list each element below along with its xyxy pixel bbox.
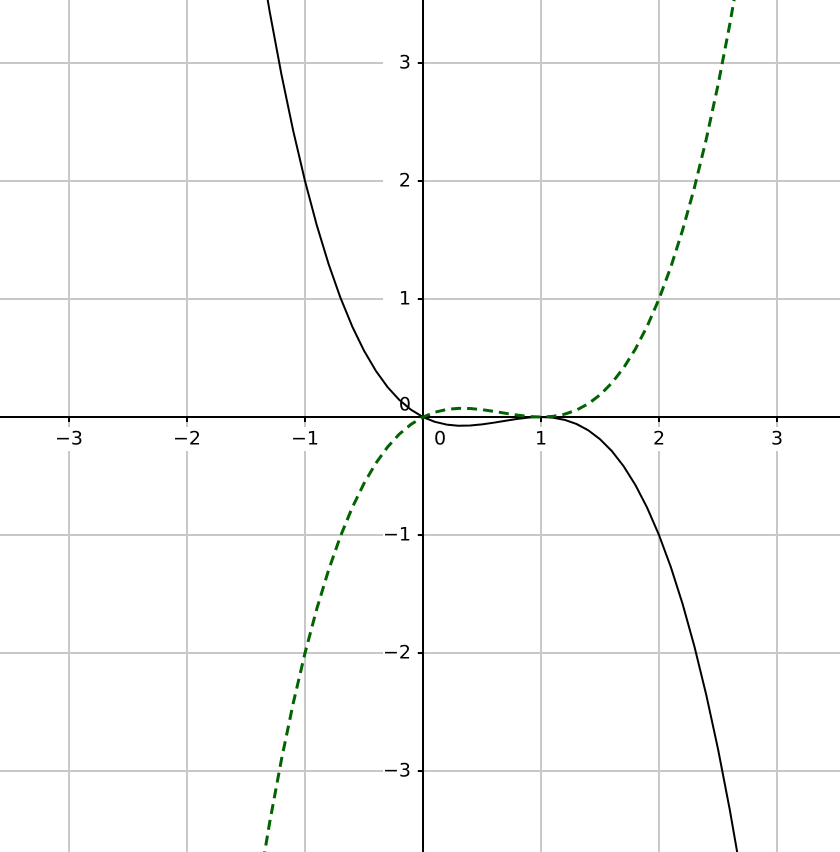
function-curve bbox=[266, 0, 739, 852]
function-curve bbox=[263, 0, 736, 852]
x-tick-label: 3 bbox=[771, 428, 783, 450]
y-tick-label: 3 bbox=[399, 52, 411, 74]
y-tick-label: −2 bbox=[383, 642, 411, 664]
y-tick-label: −3 bbox=[383, 760, 411, 782]
x-tick-label: 2 bbox=[653, 428, 665, 450]
x-tick-label: −2 bbox=[173, 428, 201, 450]
x-tick-label: 0 bbox=[434, 428, 446, 450]
y-tick-label: 2 bbox=[399, 170, 411, 192]
x-tick-label: −3 bbox=[55, 428, 83, 450]
x-tick-label: 1 bbox=[535, 428, 547, 450]
y-tick-label: −1 bbox=[383, 524, 411, 546]
y-tick-label: 1 bbox=[399, 288, 411, 310]
x-tick-label: −1 bbox=[291, 428, 319, 450]
